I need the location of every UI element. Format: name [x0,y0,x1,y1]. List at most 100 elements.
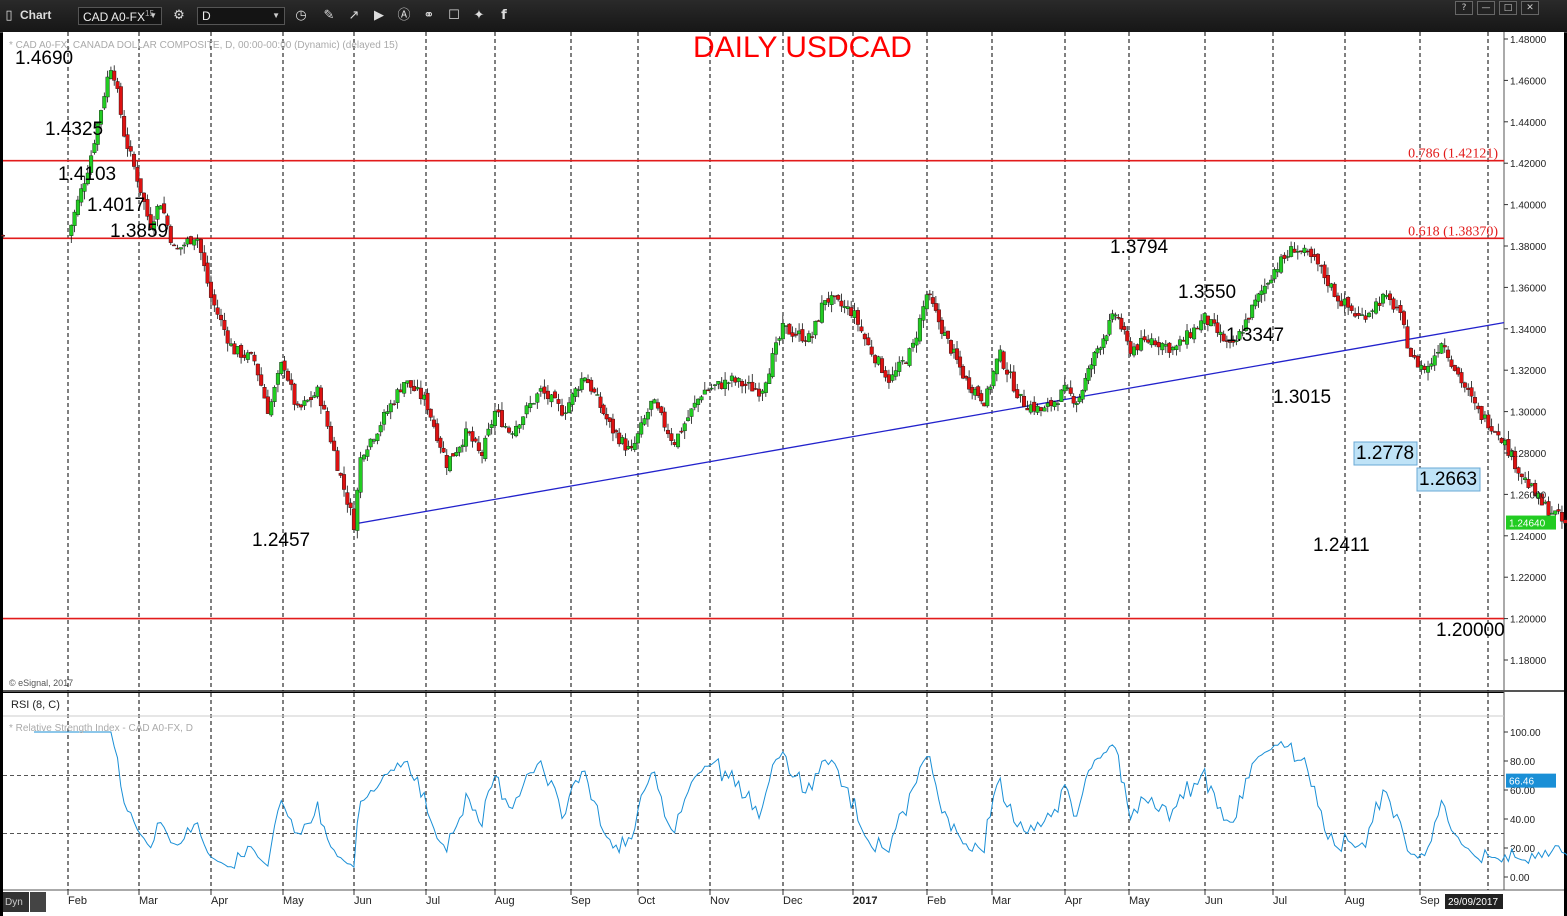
candle-up [82,183,87,192]
candle-down [1135,344,1140,351]
x-tick-label: Oct [638,895,655,907]
candle-up [652,399,657,404]
candle-down [1405,326,1410,349]
candle-down [839,300,844,307]
facebook-icon[interactable]: f [501,8,507,23]
candle-down [598,396,603,408]
candle-down [168,226,173,243]
candle-down [1032,401,1037,412]
candle-down [733,377,738,383]
candle-down [1466,387,1471,390]
candle-down [265,396,270,414]
candle-down [412,385,417,392]
trendline [353,321,1505,525]
candle-up [1218,331,1223,335]
candle-up [1370,310,1375,312]
candle-down [862,333,867,340]
x-tick-label: Mar [992,895,1011,907]
candle-up [1384,295,1389,298]
candle-down [309,397,314,400]
price-annotation: 1.2411 [1313,535,1370,556]
settings-gear-icon[interactable]: ⚙ [173,8,185,23]
candle-up [985,388,990,407]
candle-down [392,403,397,405]
play-icon[interactable]: ▶ [374,8,384,23]
link-icon[interactable]: ⚭ [423,8,435,23]
candle-up [1374,301,1379,314]
candle-up [368,438,373,448]
candle-down [408,380,413,388]
candle-up [699,396,704,401]
candle-up [1285,256,1290,258]
interval-select[interactable]: D ▼ [197,7,285,25]
candle-up [907,348,912,366]
candle-up [378,425,383,433]
candle-down [418,387,423,400]
candle-down [1408,348,1413,357]
clock-icon[interactable]: ◷ [295,8,307,23]
candle-down [1195,327,1200,330]
candle-up [632,443,637,450]
candle-up [108,70,113,79]
candle-up [510,433,515,435]
candle-down [1516,467,1521,474]
dyn-label: Dyn [5,897,23,908]
y-tick-label: 1.32000 [1510,366,1547,377]
symbol-input[interactable]: CAD A0-FX15 ▼ [78,7,162,25]
candle-up [890,374,895,381]
candle-down [542,386,547,394]
candle-down [398,389,403,393]
candle-up [155,206,160,220]
candle-down [1299,250,1304,252]
candle-down [1049,399,1054,406]
candle-up [900,360,905,362]
candle-up [573,388,578,397]
candle-down [1513,450,1518,470]
candle-up [1250,304,1255,318]
candle-up [457,446,462,453]
candle-up [998,349,1003,362]
price-annotation: 1.3347 [1226,325,1284,346]
alert-icon[interactable]: Ⓐ [397,8,411,23]
dyn-button[interactable] [3,892,29,912]
candle-up [415,387,420,390]
candle-up [702,389,707,395]
candle-down [1339,300,1344,307]
candle-up [95,123,100,145]
price-annotation: 1.4325 [45,119,103,140]
candle-down [1442,345,1447,348]
candle-down [435,423,440,442]
candle-up [79,188,84,203]
candle-down [428,408,433,418]
close-button[interactable]: ✕ [1521,1,1539,15]
line-tool-icon[interactable]: ↗ [348,8,360,23]
help-button[interactable]: ? [1455,1,1473,15]
candle-down [255,363,260,376]
candle-up [69,224,74,236]
candle-down [322,404,327,410]
chat-icon[interactable]: ☐ [448,8,460,23]
rsi-panel [3,693,1504,890]
candle-down [1071,396,1076,404]
candle-down [1312,254,1317,258]
maximize-button[interactable]: □ [1499,1,1517,15]
candle-up [1419,365,1424,370]
candle-down [560,405,565,416]
minimize-button[interactable]: — [1477,1,1495,15]
lock-icon[interactable] [30,892,46,912]
twitter-icon[interactable]: ✦ [473,8,485,23]
pencil-icon[interactable]: ✎ [323,8,335,23]
candle-up [358,457,363,493]
candle-down [1181,339,1186,342]
candle-down [1559,512,1564,522]
y-tick-label: 1.44000 [1510,118,1547,129]
candle-up [1104,335,1109,342]
candle-down [810,336,815,338]
candle-up [1174,345,1179,350]
window-grip-icon[interactable]: ▯ [5,8,13,23]
candle-down [1212,319,1217,324]
candle-down [601,404,606,414]
candle-down [1122,326,1127,330]
candle-up [1439,343,1444,354]
